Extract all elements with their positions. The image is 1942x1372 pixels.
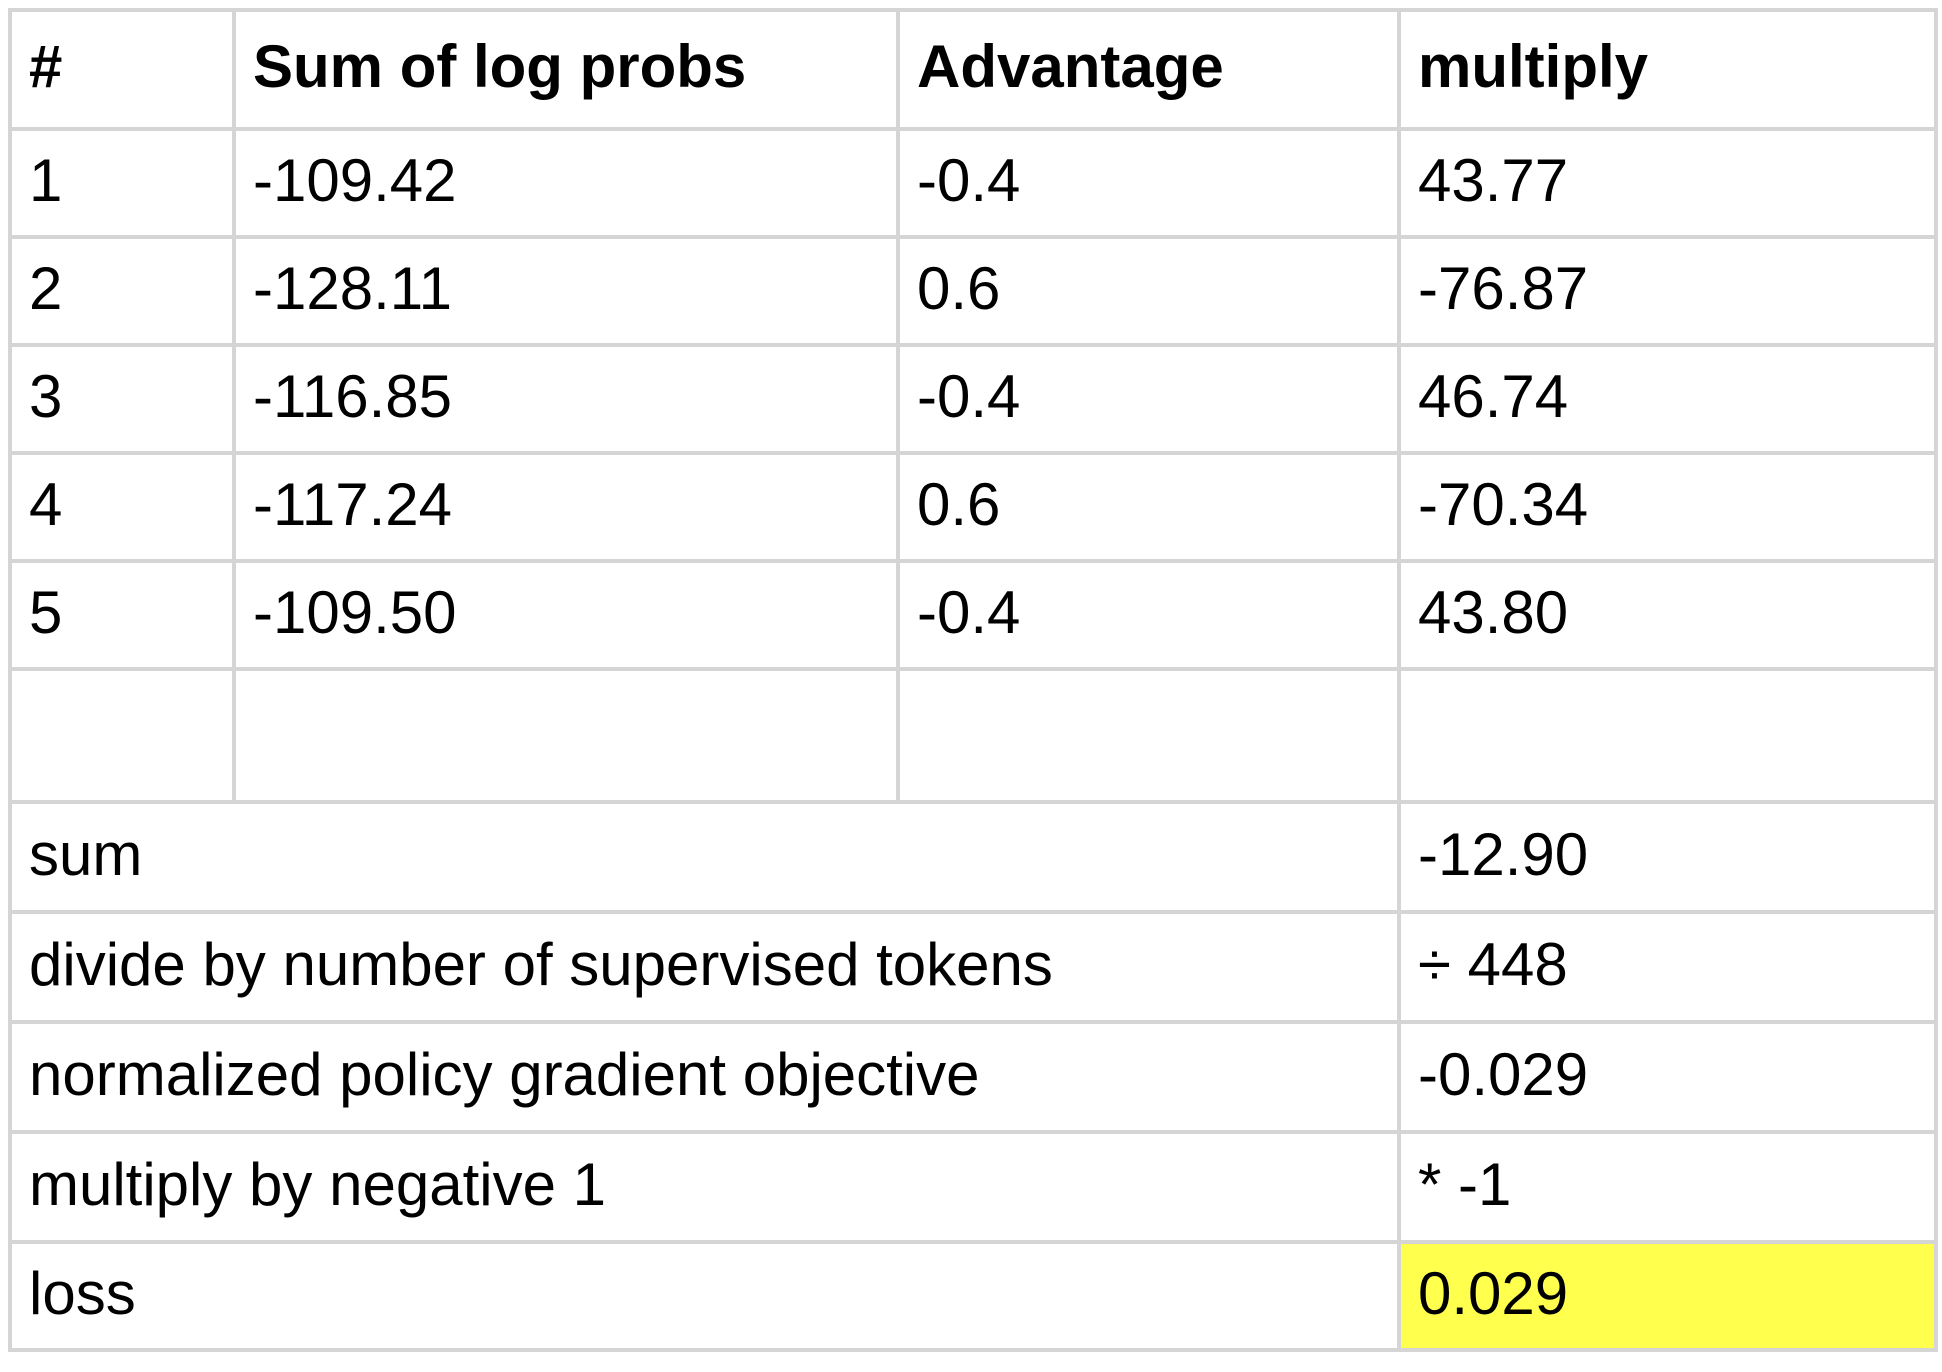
row-1-log-probs-cell[interactable]: -109.42	[232, 127, 900, 239]
empty-advantage-cell[interactable]	[896, 667, 1401, 804]
row-5-multiply-cell[interactable]: 43.80	[1397, 559, 1938, 671]
row-3-num-cell[interactable]: 3	[8, 343, 236, 455]
summary-row-divide: divide by number of supervised tokens ÷ …	[8, 910, 1938, 1024]
empty-multiply-cell[interactable]	[1397, 667, 1938, 804]
empty-row	[8, 667, 1938, 804]
summary-row-normalized-objective: normalized policy gradient objective -0.…	[8, 1020, 1938, 1134]
row-2-log-probs-cell[interactable]: -128.11	[232, 235, 900, 347]
normalized-objective-value-cell[interactable]: -0.029	[1397, 1020, 1938, 1134]
normalized-objective-label-cell[interactable]: normalized policy gradient objective	[8, 1020, 1401, 1134]
summary-row-loss: loss 0.029	[8, 1240, 1938, 1352]
loss-value-cell[interactable]: 0.029	[1397, 1240, 1938, 1352]
table-row: 5 -109.50 -0.4 43.80	[8, 559, 1938, 671]
row-3-log-probs-cell[interactable]: -116.85	[232, 343, 900, 455]
loss-calculation-table: # Sum of log probs Advantage multiply 1 …	[8, 8, 1938, 1352]
row-5-log-probs-cell[interactable]: -109.50	[232, 559, 900, 671]
column-header-log-probs[interactable]: Sum of log probs	[232, 8, 900, 131]
row-4-multiply-cell[interactable]: -70.34	[1397, 451, 1938, 563]
row-2-num-cell[interactable]: 2	[8, 235, 236, 347]
divide-label-cell[interactable]: divide by number of supervised tokens	[8, 910, 1401, 1024]
multiply-negative-value-cell[interactable]: * -1	[1397, 1130, 1938, 1244]
summary-row-multiply-negative: multiply by negative 1 * -1	[8, 1130, 1938, 1244]
loss-label-cell[interactable]: loss	[8, 1240, 1401, 1352]
sum-label-cell[interactable]: sum	[8, 800, 1401, 914]
column-header-multiply[interactable]: multiply	[1397, 8, 1938, 131]
row-2-multiply-cell[interactable]: -76.87	[1397, 235, 1938, 347]
row-1-multiply-cell[interactable]: 43.77	[1397, 127, 1938, 239]
empty-log-probs-cell[interactable]	[232, 667, 900, 804]
row-2-advantage-cell[interactable]: 0.6	[896, 235, 1401, 347]
table-row: 3 -116.85 -0.4 46.74	[8, 343, 1938, 455]
column-header-num[interactable]: #	[8, 8, 236, 131]
sum-value-cell[interactable]: -12.90	[1397, 800, 1938, 914]
row-3-advantage-cell[interactable]: -0.4	[896, 343, 1401, 455]
row-4-num-cell[interactable]: 4	[8, 451, 236, 563]
header-row: # Sum of log probs Advantage multiply	[8, 8, 1938, 131]
table-row: 2 -128.11 0.6 -76.87	[8, 235, 1938, 347]
table-row: 1 -109.42 -0.4 43.77	[8, 127, 1938, 239]
row-1-num-cell[interactable]: 1	[8, 127, 236, 239]
multiply-negative-label-cell[interactable]: multiply by negative 1	[8, 1130, 1401, 1244]
summary-row-sum: sum -12.90	[8, 800, 1938, 914]
table-row: 4 -117.24 0.6 -70.34	[8, 451, 1938, 563]
row-5-advantage-cell[interactable]: -0.4	[896, 559, 1401, 671]
row-5-num-cell[interactable]: 5	[8, 559, 236, 671]
column-header-advantage[interactable]: Advantage	[896, 8, 1401, 131]
empty-num-cell[interactable]	[8, 667, 236, 804]
row-3-multiply-cell[interactable]: 46.74	[1397, 343, 1938, 455]
row-1-advantage-cell[interactable]: -0.4	[896, 127, 1401, 239]
row-4-log-probs-cell[interactable]: -117.24	[232, 451, 900, 563]
row-4-advantage-cell[interactable]: 0.6	[896, 451, 1401, 563]
divide-value-cell[interactable]: ÷ 448	[1397, 910, 1938, 1024]
